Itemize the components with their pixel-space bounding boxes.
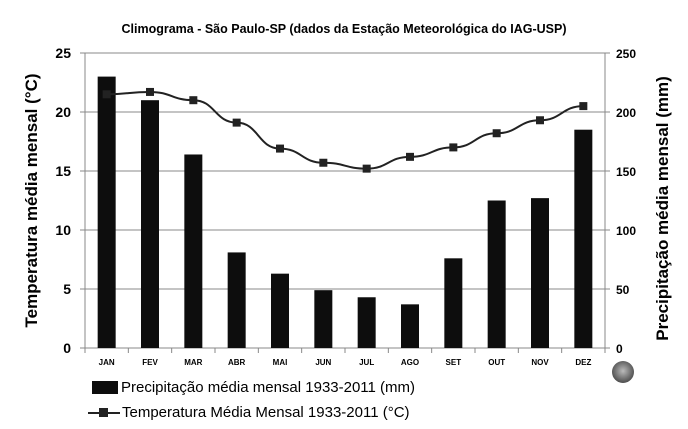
y-right-tick-label: 100 [616,224,636,238]
precip-bar [531,198,549,348]
x-tick-label: ABR [228,358,246,367]
y-left-tick-label: 15 [55,163,71,179]
y-right-tick-label: 50 [616,283,630,297]
y-left-tick-label: 5 [63,281,71,297]
x-tick-label: AGO [401,358,419,367]
temperature-marker [406,152,414,161]
line-marker-swatch-icon [88,406,120,419]
x-tick-label: JUN [315,358,331,367]
temperature-line [106,90,584,170]
y-left-tick-label: 25 [55,45,71,61]
x-tick-label: JAN [99,358,115,367]
temperature-marker [232,118,241,127]
temperature-marker [146,87,154,96]
precip-bar [574,129,593,348]
precip-bar [401,304,419,348]
x-tick-label: SET [446,358,462,367]
precip-bar [97,76,116,348]
precip-bar [141,100,159,348]
legend-item-temperature: Temperatura Média Mensal 1933-2011 (°C) [88,404,410,421]
y-left-tick-label: 20 [55,104,71,120]
iag-usp-logo-icon [612,361,634,383]
y-right-axis-title: Precipitação média mensal (mm) [653,76,672,341]
legend-label-temperature: Temperatura Média Mensal 1933-2011 (°C) [122,404,410,421]
temperature-marker [492,129,501,138]
y-right-tick-label: 150 [616,165,636,179]
precip-bar [184,154,203,348]
y-right-tick-label: 200 [616,106,636,120]
y-left-axis-title: Temperatura média mensal (°C) [22,73,41,327]
precip-bar [314,290,333,348]
x-tick-label: OUT [488,358,505,367]
temperature-marker [189,96,198,105]
chart-title: Climograma - São Paulo-SP (dados da Esta… [121,22,567,36]
y-right-tick-label: 250 [616,47,636,61]
x-tick-label: DEZ [575,358,591,367]
precip-bar [487,200,506,348]
x-tick-label: JUL [359,358,374,367]
temperature-marker [536,116,544,125]
y-left-tick-label: 0 [63,340,71,356]
legend-item-precipitation: Precipitação média mensal 1933-2011 (mm) [92,379,415,396]
legend-label-precipitation: Precipitação média mensal 1933-2011 (mm) [121,379,416,396]
temperature-marker [319,158,328,167]
temperature-marker [449,143,458,152]
precip-bar [227,252,246,348]
precip-bar [271,273,289,348]
temperature-marker [579,102,588,111]
y-right-tick-label: 0 [616,342,623,356]
x-tick-label: MAI [273,358,288,367]
x-tick-label: MAR [184,358,202,367]
precip-bar [444,258,463,348]
x-tick-label: NOV [531,358,549,367]
precip-bar [357,297,376,348]
temperature-marker [102,90,111,99]
temperature-marker [276,144,284,153]
y-left-tick-label: 10 [55,222,71,238]
bar-swatch-icon [92,381,118,394]
x-tick-label: FEV [142,358,158,367]
temperature-marker [362,164,371,173]
